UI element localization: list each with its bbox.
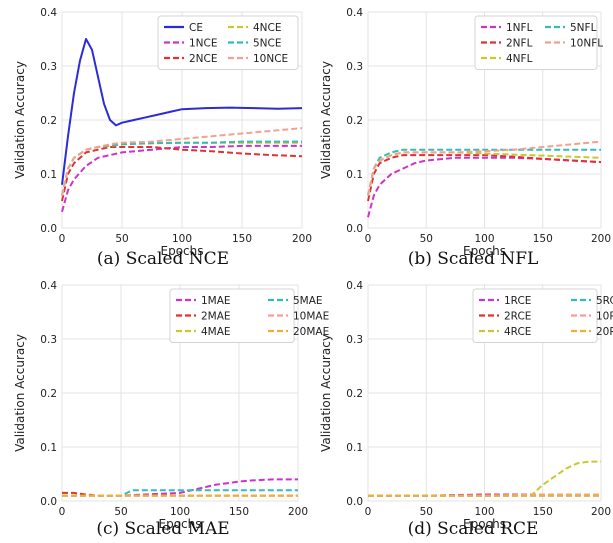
- y-tick-label: 0.3: [40, 61, 57, 73]
- x-axis-label: Epochs: [161, 244, 204, 258]
- y-tick-label: 0.1: [346, 442, 363, 454]
- legend-label: 4NCE: [253, 22, 282, 34]
- y-tick-label: 0.3: [346, 61, 363, 73]
- y-axis-label: Validation Accuracy: [319, 334, 333, 452]
- legend-label: 20MAE: [293, 326, 329, 338]
- x-tick-label: 150: [229, 506, 249, 518]
- legend-label: 5NFL: [570, 22, 597, 34]
- chart-panel: 0.0 0.1 0.2 0.3 0.4 0 50 100 150 200 Epochs Validat…: [13, 280, 329, 539]
- legend-label: 4RCE: [504, 326, 531, 338]
- chart-panel: 0.0 0.1 0.2 0.3 0.4 0 50 100 150 200 Epochs Validat…: [319, 7, 611, 269]
- series-line: [367, 148, 601, 196]
- legend-box: [169, 288, 295, 343]
- y-tick-label: 0.2: [40, 115, 57, 127]
- chart-panel: 0.0 0.1 0.2 0.3 0.4 0 50 100 150 200 Epochs Validat…: [13, 7, 312, 269]
- y-tick-label: 0.1: [40, 442, 57, 454]
- y-tick-label: 0.4: [346, 7, 363, 19]
- y-tick-label: 0.0: [40, 496, 57, 508]
- x-tick-label: 100: [474, 506, 494, 518]
- x-tick-label: 0: [365, 233, 372, 245]
- panel-caption: (b) Scaled NFL: [408, 249, 539, 269]
- legend-label: 1RCE: [504, 295, 531, 307]
- x-tick-label: 200: [292, 233, 312, 245]
- legend-label: 1MAE: [201, 295, 231, 307]
- x-tick-label: 200: [288, 506, 308, 518]
- x-tick-label: 150: [533, 233, 553, 245]
- y-tick-label: 0.2: [346, 388, 363, 400]
- series-line: [61, 127, 303, 196]
- x-tick-label: 50: [420, 233, 433, 245]
- legend-label: 5MAE: [293, 295, 323, 307]
- y-tick-label: 0.0: [346, 496, 363, 508]
- legend-label: 2NCE: [189, 53, 218, 65]
- series-line: [367, 140, 602, 196]
- series-line: [62, 489, 298, 497]
- legend-label: 4MAE: [201, 326, 231, 338]
- legend-label: 5NCE: [253, 38, 282, 50]
- panels: 0.0 0.1 0.2 0.3 0.4 0 50 100 150 200 Epochs Validat…: [13, 7, 613, 539]
- y-tick-label: 0.4: [40, 7, 57, 19]
- x-tick-label: 200: [591, 233, 611, 245]
- legend-label: 2RCE: [504, 311, 531, 323]
- y-tick-label: 0.4: [40, 280, 57, 292]
- y-tick-label: 0.0: [346, 223, 363, 235]
- y-tick-label: 0.4: [346, 280, 363, 292]
- legend-label: 1NCE: [189, 38, 218, 50]
- x-tick-label: 150: [533, 506, 553, 518]
- x-tick-label: 0: [59, 233, 66, 245]
- legend-label: 20RCE: [596, 326, 613, 338]
- panel-caption: (a) Scaled NCE: [97, 249, 229, 269]
- legend-box: [474, 15, 598, 70]
- legend-label: CE: [189, 22, 203, 34]
- y-tick-label: 0.1: [346, 169, 363, 181]
- legend-label: 1NFL: [506, 22, 533, 34]
- x-tick-label: 0: [59, 506, 66, 518]
- panel-caption: (c) Scaled MAE: [96, 519, 229, 539]
- x-tick-label: 50: [115, 233, 128, 245]
- x-tick-label: 0: [365, 506, 372, 518]
- series-line: [367, 154, 602, 202]
- x-tick-label: 50: [420, 506, 433, 518]
- x-axis-label: Epochs: [463, 244, 506, 258]
- y-axis-label: Validation Accuracy: [13, 61, 27, 179]
- y-tick-label: 0.2: [40, 388, 57, 400]
- series-line: [61, 144, 302, 213]
- legend-label: 10MAE: [293, 311, 329, 323]
- legend-label: 2MAE: [201, 311, 231, 323]
- legend-label: 2NFL: [506, 38, 533, 50]
- x-tick-label: 150: [232, 233, 252, 245]
- panel-caption: (d) Scaled RCE: [408, 519, 539, 539]
- x-tick-label: 100: [170, 506, 190, 518]
- x-axis-label: Epochs: [159, 517, 202, 531]
- series-line: [62, 478, 298, 497]
- legend-label: 10NCE: [253, 53, 288, 65]
- x-tick-label: 100: [172, 233, 192, 245]
- x-axis-label: Epochs: [463, 517, 506, 531]
- x-tick-label: 100: [474, 233, 494, 245]
- y-tick-label: 0.3: [40, 334, 57, 346]
- legend-label: 10RCE: [596, 311, 613, 323]
- series-line: [61, 38, 303, 185]
- y-axis-label: Validation Accuracy: [319, 61, 333, 179]
- x-tick-label: 200: [591, 506, 611, 518]
- legend-label: 10NFL: [570, 38, 603, 50]
- legend-label: 4NFL: [506, 53, 533, 65]
- y-tick-label: 0.0: [40, 223, 57, 235]
- y-tick-label: 0.2: [346, 115, 363, 127]
- series-line: [61, 146, 303, 202]
- y-axis-label: Validation Accuracy: [13, 334, 27, 452]
- legend-label: 5RCE: [596, 295, 613, 307]
- x-tick-label: 50: [114, 506, 127, 518]
- y-tick-label: 0.3: [346, 334, 363, 346]
- y-tick-label: 0.1: [40, 169, 57, 181]
- legend-box: [472, 288, 598, 343]
- chart-panel: 0.0 0.1 0.2 0.3 0.4 0 50 100 150 200 Epochs Validat…: [319, 280, 613, 539]
